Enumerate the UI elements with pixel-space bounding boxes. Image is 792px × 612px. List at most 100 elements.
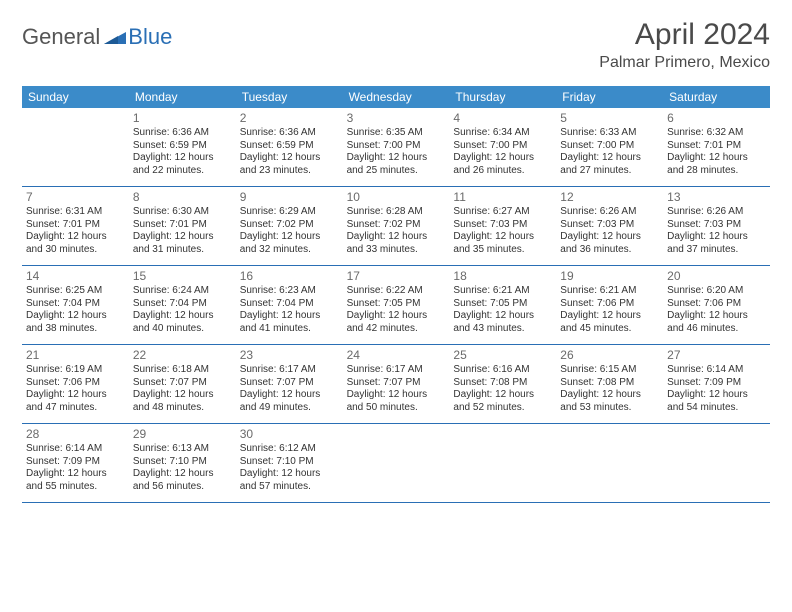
daylight-text: Daylight: 12 hours <box>26 389 125 402</box>
day-cell: 3Sunrise: 6:35 AMSunset: 7:00 PMDaylight… <box>343 108 450 186</box>
title-block: April 2024 Palmar Primero, Mexico <box>599 18 770 72</box>
weekday-friday: Friday <box>556 86 663 108</box>
daylight-text: and 30 minutes. <box>26 244 125 257</box>
week-row: 14Sunrise: 6:25 AMSunset: 7:04 PMDayligh… <box>22 266 770 345</box>
day-cell: 10Sunrise: 6:28 AMSunset: 7:02 PMDayligh… <box>343 187 450 265</box>
day-number: 27 <box>667 348 766 363</box>
daylight-text: and 53 minutes. <box>560 402 659 415</box>
daylight-text: Daylight: 12 hours <box>347 231 446 244</box>
sunset-text: Sunset: 7:02 PM <box>240 219 339 232</box>
logo: General Blue <box>22 18 172 50</box>
day-cell: 4Sunrise: 6:34 AMSunset: 7:00 PMDaylight… <box>449 108 556 186</box>
sunrise-text: Sunrise: 6:14 AM <box>667 364 766 377</box>
calendar: Sunday Monday Tuesday Wednesday Thursday… <box>22 86 770 503</box>
day-number: 13 <box>667 190 766 205</box>
daylight-text: and 43 minutes. <box>453 323 552 336</box>
daylight-text: and 48 minutes. <box>133 402 232 415</box>
sunrise-text: Sunrise: 6:15 AM <box>560 364 659 377</box>
logo-text-blue: Blue <box>128 24 172 50</box>
day-cell: 19Sunrise: 6:21 AMSunset: 7:06 PMDayligh… <box>556 266 663 344</box>
daylight-text: and 42 minutes. <box>347 323 446 336</box>
day-cell <box>22 108 129 186</box>
day-cell: 13Sunrise: 6:26 AMSunset: 7:03 PMDayligh… <box>663 187 770 265</box>
day-cell: 12Sunrise: 6:26 AMSunset: 7:03 PMDayligh… <box>556 187 663 265</box>
sunrise-text: Sunrise: 6:18 AM <box>133 364 232 377</box>
daylight-text: and 27 minutes. <box>560 165 659 178</box>
day-number: 2 <box>240 111 339 126</box>
daylight-text: Daylight: 12 hours <box>347 310 446 323</box>
sunrise-text: Sunrise: 6:36 AM <box>133 127 232 140</box>
sunrise-text: Sunrise: 6:27 AM <box>453 206 552 219</box>
day-cell: 24Sunrise: 6:17 AMSunset: 7:07 PMDayligh… <box>343 345 450 423</box>
daylight-text: Daylight: 12 hours <box>560 231 659 244</box>
sunrise-text: Sunrise: 6:13 AM <box>133 443 232 456</box>
sunrise-text: Sunrise: 6:34 AM <box>453 127 552 140</box>
weekday-sunday: Sunday <box>22 86 129 108</box>
sunrise-text: Sunrise: 6:19 AM <box>26 364 125 377</box>
sunset-text: Sunset: 7:10 PM <box>240 456 339 469</box>
sunset-text: Sunset: 7:05 PM <box>453 298 552 311</box>
daylight-text: and 45 minutes. <box>560 323 659 336</box>
sunset-text: Sunset: 7:00 PM <box>347 140 446 153</box>
day-number: 7 <box>26 190 125 205</box>
weekday-monday: Monday <box>129 86 236 108</box>
day-cell: 9Sunrise: 6:29 AMSunset: 7:02 PMDaylight… <box>236 187 343 265</box>
sunrise-text: Sunrise: 6:26 AM <box>667 206 766 219</box>
day-cell: 15Sunrise: 6:24 AMSunset: 7:04 PMDayligh… <box>129 266 236 344</box>
day-number: 11 <box>453 190 552 205</box>
daylight-text: and 33 minutes. <box>347 244 446 257</box>
sunset-text: Sunset: 7:07 PM <box>347 377 446 390</box>
daylight-text: Daylight: 12 hours <box>560 310 659 323</box>
day-number: 29 <box>133 427 232 442</box>
daylight-text: Daylight: 12 hours <box>240 310 339 323</box>
weekday-thursday: Thursday <box>449 86 556 108</box>
daylight-text: Daylight: 12 hours <box>667 310 766 323</box>
day-number: 1 <box>133 111 232 126</box>
sunset-text: Sunset: 7:08 PM <box>453 377 552 390</box>
day-cell: 20Sunrise: 6:20 AMSunset: 7:06 PMDayligh… <box>663 266 770 344</box>
week-row: 28Sunrise: 6:14 AMSunset: 7:09 PMDayligh… <box>22 424 770 503</box>
sunset-text: Sunset: 7:09 PM <box>26 456 125 469</box>
daylight-text: and 49 minutes. <box>240 402 339 415</box>
day-number: 12 <box>560 190 659 205</box>
day-cell: 22Sunrise: 6:18 AMSunset: 7:07 PMDayligh… <box>129 345 236 423</box>
day-number: 19 <box>560 269 659 284</box>
sunrise-text: Sunrise: 6:29 AM <box>240 206 339 219</box>
day-cell: 27Sunrise: 6:14 AMSunset: 7:09 PMDayligh… <box>663 345 770 423</box>
day-cell: 23Sunrise: 6:17 AMSunset: 7:07 PMDayligh… <box>236 345 343 423</box>
weekday-header-row: Sunday Monday Tuesday Wednesday Thursday… <box>22 86 770 108</box>
sunset-text: Sunset: 7:01 PM <box>26 219 125 232</box>
day-number: 6 <box>667 111 766 126</box>
daylight-text: and 46 minutes. <box>667 323 766 336</box>
daylight-text: Daylight: 12 hours <box>453 231 552 244</box>
daylight-text: Daylight: 12 hours <box>453 152 552 165</box>
daylight-text: and 28 minutes. <box>667 165 766 178</box>
sunrise-text: Sunrise: 6:35 AM <box>347 127 446 140</box>
day-number: 18 <box>453 269 552 284</box>
sunset-text: Sunset: 7:04 PM <box>133 298 232 311</box>
page-title: April 2024 <box>599 18 770 52</box>
weekday-tuesday: Tuesday <box>236 86 343 108</box>
header: General Blue April 2024 Palmar Primero, … <box>22 18 770 72</box>
sunrise-text: Sunrise: 6:22 AM <box>347 285 446 298</box>
daylight-text: Daylight: 12 hours <box>133 310 232 323</box>
sunset-text: Sunset: 7:09 PM <box>667 377 766 390</box>
sunset-text: Sunset: 7:10 PM <box>133 456 232 469</box>
day-number: 21 <box>26 348 125 363</box>
daylight-text: and 41 minutes. <box>240 323 339 336</box>
day-cell: 25Sunrise: 6:16 AMSunset: 7:08 PMDayligh… <box>449 345 556 423</box>
sunrise-text: Sunrise: 6:23 AM <box>240 285 339 298</box>
daylight-text: and 52 minutes. <box>453 402 552 415</box>
day-cell <box>343 424 450 502</box>
day-cell: 26Sunrise: 6:15 AMSunset: 7:08 PMDayligh… <box>556 345 663 423</box>
sunset-text: Sunset: 7:06 PM <box>26 377 125 390</box>
daylight-text: and 40 minutes. <box>133 323 232 336</box>
daylight-text: and 31 minutes. <box>133 244 232 257</box>
daylight-text: and 56 minutes. <box>133 481 232 494</box>
day-cell: 7Sunrise: 6:31 AMSunset: 7:01 PMDaylight… <box>22 187 129 265</box>
day-cell: 1Sunrise: 6:36 AMSunset: 6:59 PMDaylight… <box>129 108 236 186</box>
sunset-text: Sunset: 6:59 PM <box>240 140 339 153</box>
day-number: 26 <box>560 348 659 363</box>
sunrise-text: Sunrise: 6:28 AM <box>347 206 446 219</box>
daylight-text: Daylight: 12 hours <box>240 152 339 165</box>
